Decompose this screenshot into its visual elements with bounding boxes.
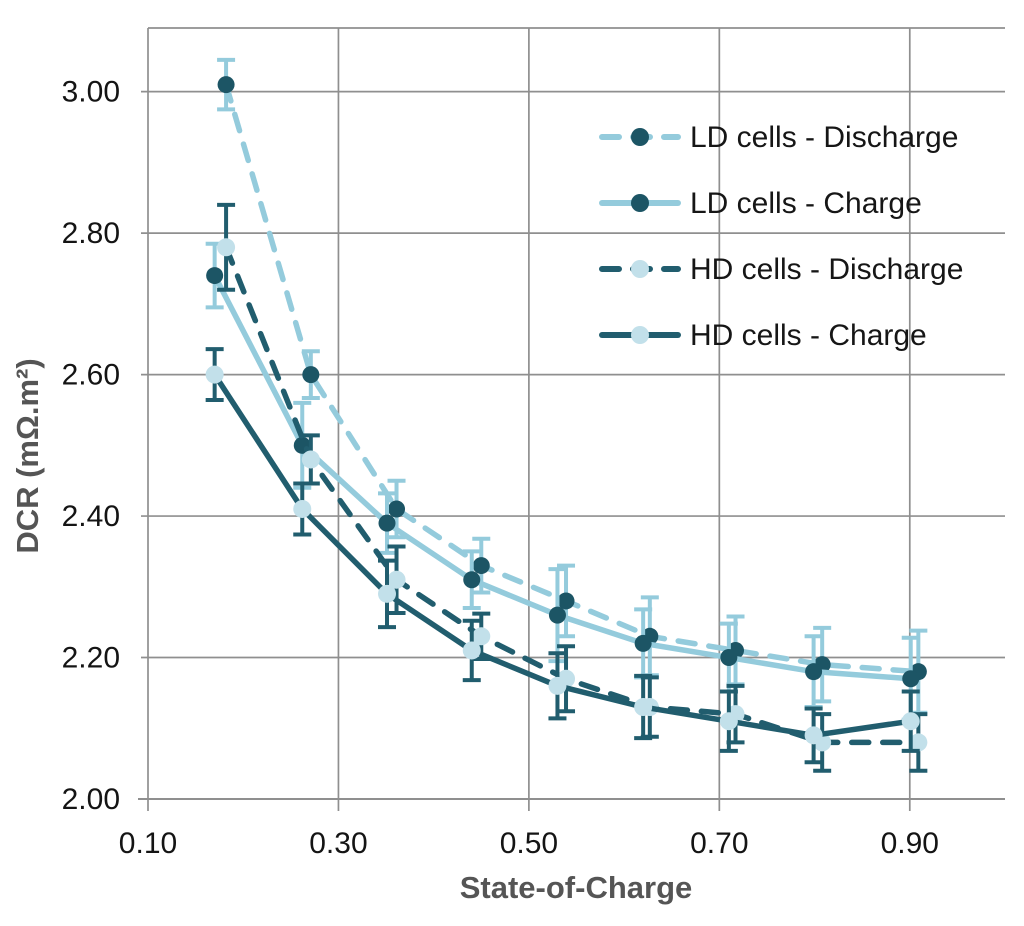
legend-item-hd-cells-discharge: HD cells - Discharge	[599, 253, 963, 286]
data-point-hd-cells-discharge	[472, 627, 491, 646]
y-tick-label-2.40: 2.40	[62, 500, 120, 533]
data-point-ld-cells-charge	[548, 606, 566, 624]
legend-item-ld-cells-discharge: LD cells - Discharge	[599, 121, 958, 154]
legend-marker-icon-hd-cells-discharge	[631, 260, 649, 278]
legend-item-ld-cells-charge: LD cells - Charge	[599, 187, 922, 220]
data-point-ld-cells-charge	[378, 514, 396, 532]
legend-marker-icon-ld-cells-charge	[631, 194, 649, 212]
data-point-hd-cells-charge	[901, 712, 920, 731]
x-axis-title: State-of-Charge	[460, 870, 693, 905]
data-point-ld-cells-charge	[720, 649, 738, 667]
data-point-hd-cells-discharge	[301, 450, 320, 469]
x-tick-label-0.90: 0.90	[881, 827, 939, 860]
data-point-ld-cells-charge	[206, 267, 224, 285]
y-tick-label-2.20: 2.20	[62, 642, 120, 675]
y-tick-label-2.60: 2.60	[62, 359, 120, 392]
x-tick-label-0.10: 0.10	[119, 827, 177, 860]
series-line-ld-cells-discharge	[223, 81, 922, 675]
data-point-ld-cells-charge	[463, 571, 481, 589]
y-tick-label-3.00: 3.00	[62, 76, 120, 109]
x-tick-label-0.70: 0.70	[690, 827, 748, 860]
data-point-ld-cells-charge	[805, 663, 823, 681]
x-tick-label-0.50: 0.50	[500, 827, 558, 860]
data-point-hd-cells-charge	[634, 698, 653, 717]
data-point-ld-cells-discharge	[302, 366, 320, 384]
x-tick-label-0.30: 0.30	[309, 827, 367, 860]
y-tick-label-2.00: 2.00	[62, 783, 120, 816]
data-point-ld-cells-discharge	[557, 592, 575, 610]
legend-marker-icon-hd-cells-charge	[631, 326, 649, 344]
legend-item-hd-cells-charge: HD cells - Charge	[599, 319, 927, 352]
data-point-hd-cells-discharge	[217, 238, 236, 257]
data-point-ld-cells-charge	[634, 634, 652, 652]
data-point-hd-cells-charge	[378, 584, 397, 603]
data-point-hd-cells-charge	[719, 712, 738, 731]
data-point-ld-cells-discharge	[388, 500, 406, 518]
y-tick-label-2.80: 2.80	[62, 217, 120, 250]
legend-label-ld-cells-charge: LD cells - Charge	[690, 187, 922, 220]
legend-label-ld-cells-discharge: LD cells - Discharge	[690, 121, 958, 154]
y-axis-title: DCR (mΩ.m²)	[10, 358, 45, 553]
data-point-hd-cells-charge	[205, 365, 224, 384]
data-point-ld-cells-discharge	[217, 76, 235, 94]
legend-label-hd-cells-discharge: HD cells - Discharge	[690, 253, 963, 286]
data-point-hd-cells-discharge	[909, 733, 928, 752]
data-point-hd-cells-charge	[804, 726, 823, 745]
legend-marker-icon-ld-cells-discharge	[631, 128, 649, 146]
data-point-hd-cells-charge	[462, 641, 481, 660]
data-point-hd-cells-discharge	[387, 570, 406, 589]
legend-label-hd-cells-charge: HD cells - Charge	[690, 319, 927, 352]
data-point-hd-cells-charge	[293, 499, 312, 518]
data-point-ld-cells-discharge	[472, 557, 490, 575]
data-point-hd-cells-charge	[548, 676, 567, 695]
data-point-ld-cells-charge	[902, 670, 920, 688]
